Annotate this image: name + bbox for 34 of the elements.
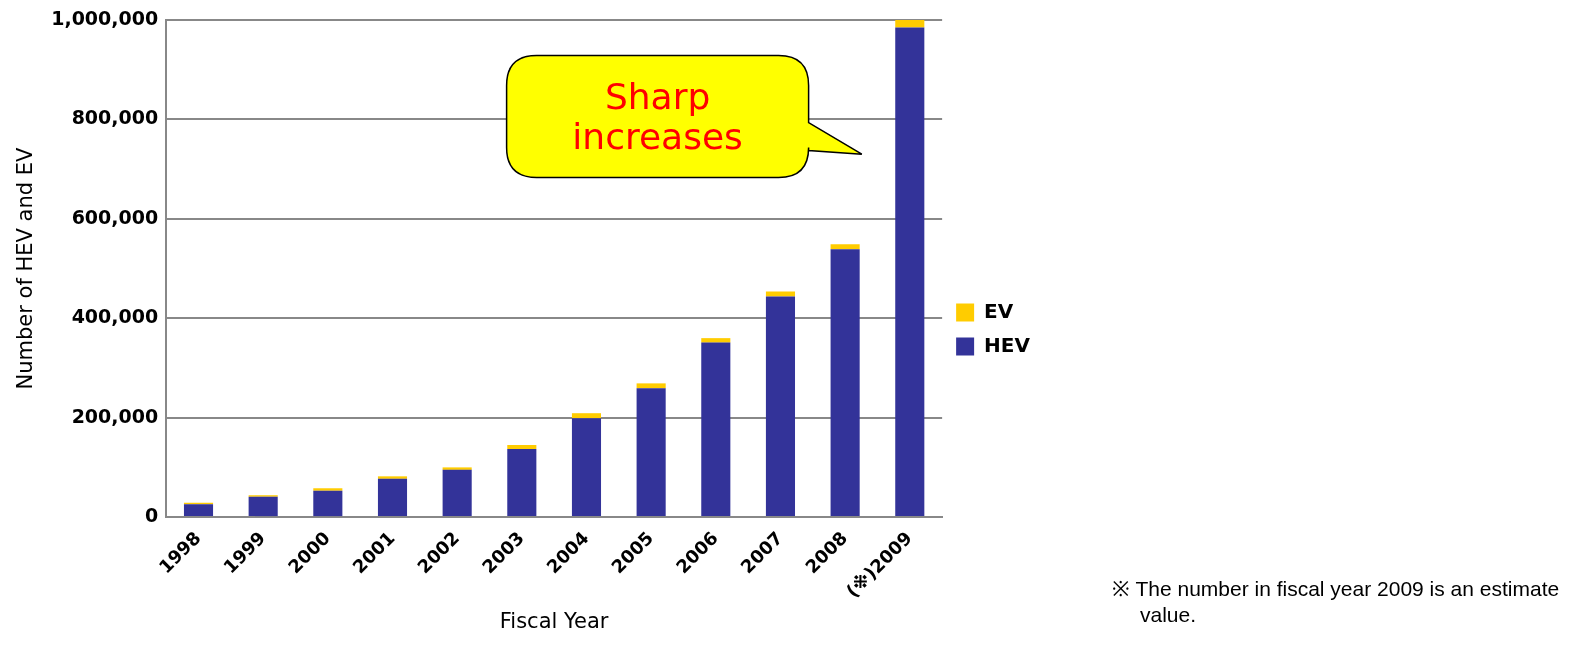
x-axis-title: Fiscal Year bbox=[499, 608, 609, 633]
bar bbox=[507, 448, 537, 517]
bar bbox=[636, 388, 666, 517]
bar bbox=[313, 488, 343, 491]
legend-label: EV bbox=[984, 298, 1014, 323]
bar bbox=[830, 249, 860, 517]
bar bbox=[895, 27, 925, 517]
annotation: Sharp increases bbox=[572, 76, 743, 158]
bar bbox=[765, 296, 796, 517]
bar bbox=[895, 20, 925, 28]
bar bbox=[183, 504, 214, 517]
bar bbox=[442, 467, 472, 470]
bar bbox=[248, 496, 278, 517]
bar bbox=[442, 469, 472, 517]
y-axis-title: Number of HEV and EV bbox=[13, 146, 38, 390]
text: ※ The number in fiscal year 2009 is an estimate value. bbox=[1112, 576, 1560, 628]
bar bbox=[377, 476, 408, 479]
bar bbox=[571, 418, 602, 517]
bar bbox=[313, 490, 343, 517]
legend-label: HEV bbox=[984, 332, 1031, 357]
y-tick-label: 800,000 bbox=[71, 106, 159, 129]
bar bbox=[507, 445, 537, 449]
y-tick-label: 600,000 bbox=[71, 205, 159, 228]
bar bbox=[571, 413, 602, 419]
bar bbox=[701, 338, 731, 343]
bar bbox=[765, 291, 796, 297]
y-tick-label: 0 bbox=[144, 504, 159, 527]
bar bbox=[377, 478, 408, 517]
y-tick-label: 1,000,000 bbox=[51, 6, 159, 29]
bar bbox=[636, 383, 666, 389]
y-tick-label: 400,000 bbox=[71, 305, 159, 328]
bar bbox=[830, 244, 860, 250]
y-tick-label: 200,000 bbox=[71, 404, 159, 427]
bar bbox=[701, 342, 731, 517]
